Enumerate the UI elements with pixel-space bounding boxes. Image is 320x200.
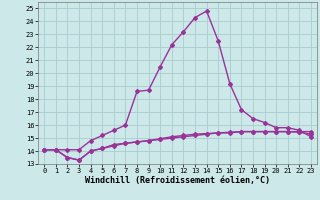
X-axis label: Windchill (Refroidissement éolien,°C): Windchill (Refroidissement éolien,°C)	[85, 176, 270, 185]
